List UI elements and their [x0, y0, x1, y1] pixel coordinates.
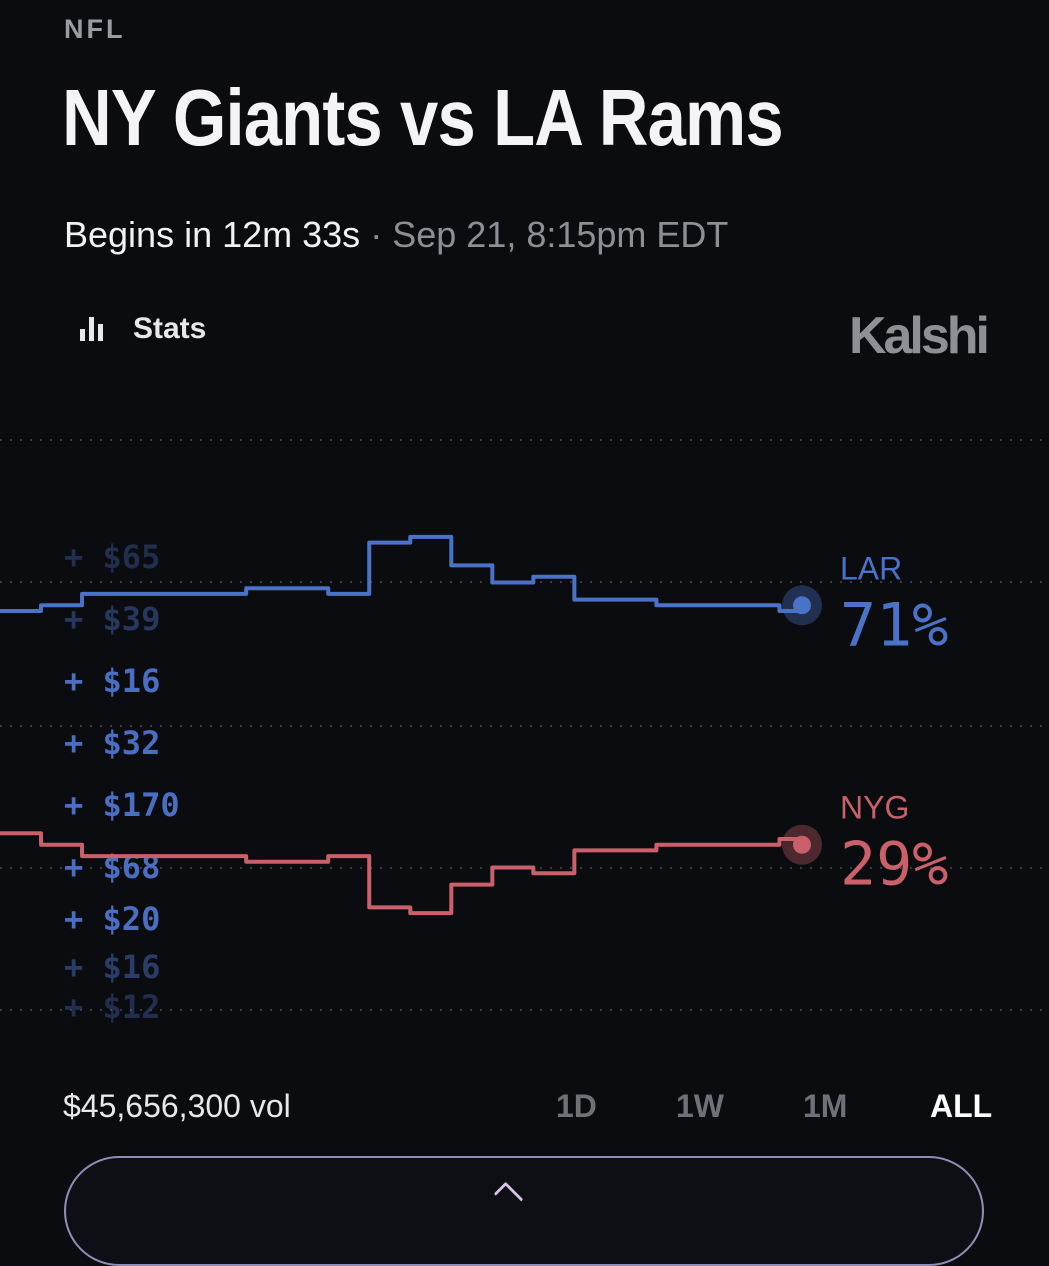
countdown-text: Begins in 12m 33s: [64, 214, 361, 255]
range-all-button[interactable]: ALL: [930, 1088, 993, 1124]
trade-label: + $65: [64, 538, 160, 576]
range-1w-button[interactable]: 1W: [676, 1088, 724, 1124]
trade-label: + $32: [64, 724, 160, 762]
bar-chart-icon: [80, 317, 103, 341]
stats-button[interactable]: Stats: [80, 312, 206, 346]
trade-cta-button[interactable]: [64, 1156, 984, 1266]
volume-text: $45,656,300 vol: [63, 1088, 291, 1124]
separator-dot: ·: [370, 214, 383, 255]
range-1d-button[interactable]: 1D: [556, 1088, 597, 1124]
game-date: Sep 21, 8:15pm EDT: [392, 214, 729, 255]
trade-label: + $20: [64, 900, 160, 938]
league-label: NFL: [64, 14, 126, 44]
trade-label: + $16: [64, 662, 160, 700]
chevron-up-icon: [493, 1181, 524, 1212]
series-name-label: LAR: [840, 550, 902, 586]
trade-label: + $12: [64, 988, 160, 1026]
trade-label: + $170: [64, 786, 180, 824]
series-percent-label: 29%: [840, 830, 948, 900]
series-line-nyg: [0, 831, 802, 916]
stats-label: Stats: [133, 312, 207, 345]
price-chart: + $65+ $39+ $16+ $32+ $170+ $68+ $20+ $1…: [0, 439, 1049, 1026]
series-line-lar: [0, 534, 802, 613]
endpoint-dot: [793, 835, 811, 854]
range-1m-button[interactable]: 1M: [803, 1088, 848, 1124]
trade-label: + $16: [64, 948, 160, 986]
page-title: NY Giants vs LA Rams: [62, 73, 784, 162]
game-subtitle: Begins in 12m 33s · Sep 21, 8:15pm EDT: [64, 214, 728, 256]
kalshi-logo: Kalshi: [848, 307, 990, 365]
endpoint-dot: [793, 596, 811, 615]
time-range-selector: 1D 1W 1M ALL: [520, 1088, 1000, 1128]
series-percent-label: 71%: [840, 590, 948, 660]
series-name-label: NYG: [840, 790, 909, 826]
trade-label: + $68: [64, 848, 160, 886]
